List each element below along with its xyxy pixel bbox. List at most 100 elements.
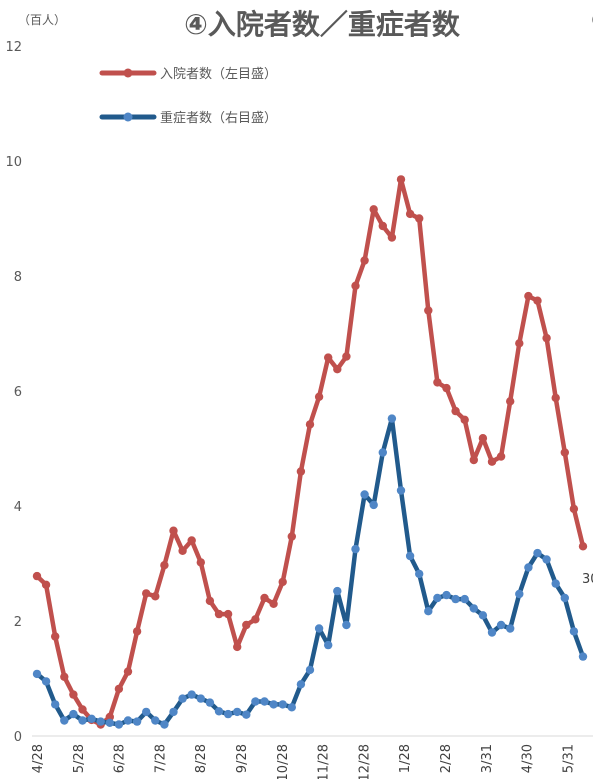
legend-item-severe: 重症者数（右目盛） [99, 110, 277, 126]
hospitalized-point [278, 577, 287, 587]
severe-point [260, 697, 269, 706]
hospitalized-point [60, 672, 69, 681]
legend-label-severe: 重症者数（右目盛） [160, 110, 277, 126]
hospitalized-point [451, 406, 460, 416]
severe-point [551, 579, 560, 588]
severe-point [114, 720, 124, 729]
series-group [32, 175, 588, 729]
severe-point [78, 716, 87, 725]
hospitalized-point [105, 712, 115, 722]
severe-point [32, 669, 42, 679]
y-axis-ticks: 0 2 4 6 8 10 12 [5, 40, 22, 745]
severe-point [324, 640, 333, 650]
severe-point [451, 594, 460, 604]
severe-point [360, 490, 369, 499]
x-tick-label: 1/28 [398, 744, 413, 773]
y-tick-label: 6 [14, 385, 22, 400]
legend-marker-severe [123, 112, 133, 122]
y-tick-label: 4 [14, 500, 22, 515]
hospitalized-point [342, 352, 351, 361]
severe-point [69, 709, 78, 719]
hospitalized-point [506, 397, 515, 406]
severe-point [478, 611, 488, 620]
x-tick-label: 2/28 [439, 744, 454, 773]
severe-point [333, 586, 342, 596]
hospitalized-point [533, 296, 542, 305]
severe-point [396, 486, 406, 495]
severe-point [132, 717, 142, 726]
severe-point [205, 698, 215, 707]
hospitalized-point [196, 558, 205, 567]
severe-point [269, 700, 278, 709]
severe-point [51, 700, 60, 709]
y-tick-label: 0 [14, 730, 22, 745]
hospitalized-point [351, 281, 360, 290]
chart-title: ④入院者数／重症者数 [184, 8, 461, 41]
x-tick-label: 8/28 [194, 744, 209, 773]
hospitalized-point [360, 256, 369, 265]
hospitalized-point [333, 365, 342, 374]
severe-point [214, 707, 224, 716]
severe-point [442, 590, 451, 600]
severe-point [515, 589, 524, 599]
severe-point [96, 717, 105, 726]
hospitalized-point [41, 580, 51, 589]
hospitalized-point [242, 620, 251, 630]
hospitalized-point [151, 592, 160, 601]
y-tick-label: 12 [5, 40, 22, 55]
hospitalized-point [415, 214, 424, 223]
severe-point [178, 694, 187, 703]
severe-point [415, 569, 424, 579]
severe-point [123, 716, 133, 725]
legend-item-hospitalized: 入院者数（左目盛） [99, 67, 277, 82]
legend: 入院者数（左目盛） 重症者数（右目盛） [99, 67, 277, 126]
hospitalized-point [223, 609, 233, 619]
hospitalized-point [314, 392, 324, 401]
hospitalized-point [251, 615, 260, 624]
hospitalized-point [378, 221, 387, 231]
legend-marker-hospitalized [123, 68, 133, 78]
severe-point [296, 680, 306, 689]
severe-point [41, 677, 51, 686]
x-axis-ticks: 4/28 5/28 6/28 7/28 8/28 9/28 10/28 11/28 12/28 1… [31, 744, 576, 779]
hospitalized-point [269, 599, 278, 608]
hospitalized-point [51, 632, 60, 641]
hospitalized-point [324, 353, 333, 362]
hospitalized-point [478, 434, 488, 443]
severe-point [87, 714, 96, 723]
severe-point [105, 718, 115, 727]
legend-label-hospitalized: 入院者数（左目盛） [160, 67, 277, 82]
hospitalized-point [260, 593, 269, 603]
hospitalized-point [214, 609, 224, 619]
hospitalized-point [132, 627, 142, 636]
x-tick-label: 4/28 [31, 744, 46, 773]
hospitalized-point [387, 233, 397, 242]
severe-point [160, 720, 169, 729]
hospitalized-point [32, 571, 42, 581]
x-tick-label: 3/31 [480, 744, 495, 773]
hospitalized-point [123, 667, 133, 676]
hospitalized-point [187, 536, 196, 545]
hospitalized-point [78, 705, 87, 714]
severe-point [278, 700, 287, 709]
hospitalized-point [142, 589, 151, 598]
severe-point [187, 690, 196, 699]
severe-point [424, 607, 433, 616]
hospitalized-point [578, 542, 588, 551]
severe-point [433, 593, 442, 603]
hospitalized-point [160, 561, 169, 570]
hospitalized-point [305, 420, 315, 429]
x-tick-label: 6/28 [113, 744, 128, 773]
severe-point [60, 716, 69, 725]
hospitalized-point [114, 684, 124, 694]
hospitalized-point [233, 642, 242, 652]
x-tick-label: 7/28 [153, 744, 168, 773]
y-tick-label: 8 [14, 270, 22, 285]
severe-point [533, 548, 542, 558]
y-tick-label: 2 [14, 615, 22, 630]
x-tick-label: 10/28 [276, 744, 291, 779]
severe-point [151, 716, 160, 725]
severe-point [524, 563, 533, 572]
severe-point [314, 624, 324, 633]
severe-point [169, 707, 178, 717]
